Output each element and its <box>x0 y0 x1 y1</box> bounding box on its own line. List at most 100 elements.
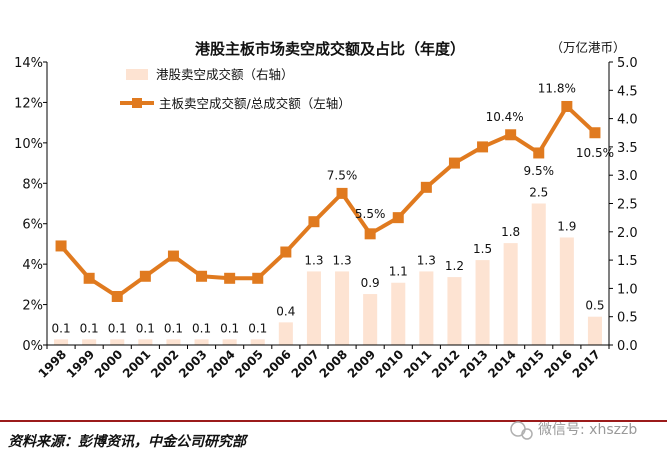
wechat-icon-small <box>521 428 533 440</box>
line-point-2017 <box>589 127 601 139</box>
left-tick-label: 10% <box>14 137 43 152</box>
bar-2010 <box>391 282 406 345</box>
right-tick-label: 4.0 <box>617 113 638 128</box>
x-tick-label-2000: 2000 <box>92 347 126 381</box>
bar-2015 <box>531 203 546 345</box>
left-tick-label: 12% <box>14 96 43 111</box>
bar-2003 <box>194 339 209 345</box>
left-tick-label: 8% <box>22 177 43 192</box>
line-point-2014 <box>505 129 517 141</box>
left-tick-label: 0% <box>22 339 43 354</box>
x-tick-label-2015: 2015 <box>513 347 547 381</box>
line-point-2006 <box>280 246 292 258</box>
bar-2005 <box>250 339 265 345</box>
bar-1999 <box>82 339 97 345</box>
line-label-2017: 10.5% <box>576 146 614 160</box>
bar-label-2007: 1.3 <box>304 253 323 267</box>
x-tick-label-2017: 2017 <box>570 347 604 381</box>
right-tick-label: 0.0 <box>617 339 638 354</box>
line-point-1998 <box>55 240 67 252</box>
legend-bar-swatch <box>126 69 148 80</box>
bar-label-2005: 0.1 <box>248 321 267 335</box>
bar-label-2001: 0.1 <box>136 321 155 335</box>
line-point-1999 <box>83 272 95 284</box>
x-tick-label-2008: 2008 <box>317 347 351 381</box>
watermark-text: 微信号: xhszzb <box>538 422 637 438</box>
bar-2016 <box>559 237 574 345</box>
bar-2004 <box>222 339 237 345</box>
line-point-2009 <box>364 228 376 240</box>
x-tick-label-2005: 2005 <box>232 347 266 381</box>
bar-label-2011: 1.3 <box>417 253 436 267</box>
line-point-2002 <box>167 250 179 262</box>
bar-2002 <box>166 339 181 345</box>
bar-label-2000: 0.1 <box>108 321 127 335</box>
bar-label-2017: 0.5 <box>585 299 604 313</box>
legend-line-label: 主板卖空成交额/总成交额（左轴） <box>159 96 351 111</box>
right-tick-label: 5.0 <box>617 56 638 71</box>
x-tick-label-2013: 2013 <box>457 347 491 381</box>
bar-1998 <box>54 339 69 345</box>
x-tick-label-2004: 2004 <box>204 347 238 381</box>
bar-label-2012: 1.2 <box>445 259 464 273</box>
right-axis-ticks: 0.0 0.5 1.0 1.5 2.0 2.5 3.0 3.5 4.0 4.5 5.0 <box>609 56 638 354</box>
left-tick-label: 4% <box>22 258 43 273</box>
chart-title: 港股主板市场卖空成交额及占比（年度） <box>195 40 465 58</box>
line-point-2007 <box>308 216 320 228</box>
right-tick-label: 2.5 <box>617 198 638 213</box>
line-point-2008 <box>336 187 348 199</box>
bar-data-labels: 0.1 0.1 0.1 0.1 0.1 0.1 0.1 0.1 0.4 1.3 1.3 0.9 1.1 1… <box>52 186 605 336</box>
bar-2014 <box>503 243 518 345</box>
left-tick-label: 2% <box>22 299 43 314</box>
x-tick-label-2016: 2016 <box>541 347 575 381</box>
line-point-2010 <box>392 212 404 224</box>
legend-bar-label: 港股卖空成交额（右轴） <box>156 67 294 82</box>
x-tick-label-2007: 2007 <box>289 347 323 381</box>
bar-label-2004: 0.1 <box>220 321 239 335</box>
bar-label-2008: 1.3 <box>333 253 352 267</box>
source-note: 资料来源：彭博资讯，中金公司研究部 <box>8 433 249 450</box>
left-tick-label: 14% <box>14 56 43 71</box>
right-tick-label: 1.0 <box>617 282 638 297</box>
line-point-2001 <box>139 270 151 282</box>
x-tick-label-2003: 2003 <box>176 347 210 381</box>
right-tick-label: 2.0 <box>617 226 638 241</box>
bar-series <box>54 203 602 345</box>
line-point-2000 <box>111 290 123 302</box>
x-tick-label-2014: 2014 <box>485 347 519 381</box>
bar-2013 <box>475 260 490 345</box>
line-point-2013 <box>477 141 489 153</box>
x-tick-label-2002: 2002 <box>148 347 182 381</box>
bar-label-2016: 1.9 <box>557 219 576 233</box>
line-point-2005 <box>252 272 264 284</box>
line-data-labels: 7.5% 5.5% 10.4% 9.5% 11.8% 10.5% <box>327 81 614 220</box>
right-tick-label: 4.5 <box>617 84 638 99</box>
x-tick-label-1999: 1999 <box>64 347 98 381</box>
left-axis-ticks: 0% 2% 4% 6% 8% 10% 12% 14% <box>14 56 47 354</box>
right-axis-unit: （万亿港币） <box>550 40 625 55</box>
bar-label-1999: 0.1 <box>80 321 99 335</box>
x-tick-label-2001: 2001 <box>120 347 154 381</box>
line-point-2016 <box>561 100 573 112</box>
x-tick-label-2009: 2009 <box>345 347 379 381</box>
bar-2007 <box>306 271 321 345</box>
legend-line-marker <box>132 98 142 108</box>
right-tick-label: 1.5 <box>617 254 638 269</box>
bar-2009 <box>363 294 378 345</box>
bar-2011 <box>419 271 434 345</box>
legend: 港股卖空成交额（右轴） 主板卖空成交额/总成交额（左轴） <box>120 67 351 111</box>
line-label-2009: 5.5% <box>355 207 386 221</box>
right-tick-label: 3.5 <box>617 141 638 156</box>
watermark: 微信号: xhszzb <box>510 421 637 440</box>
bar-label-2009: 0.9 <box>361 276 380 290</box>
right-tick-label: 0.5 <box>617 311 638 326</box>
line-series <box>55 100 601 302</box>
line-label-2016: 11.8% <box>538 81 576 95</box>
x-tick-label-2012: 2012 <box>429 347 463 381</box>
line-label-2015: 9.5% <box>524 164 555 178</box>
bar-label-1998: 0.1 <box>52 321 71 335</box>
bar-2006 <box>278 322 293 345</box>
bar-2001 <box>138 339 153 345</box>
